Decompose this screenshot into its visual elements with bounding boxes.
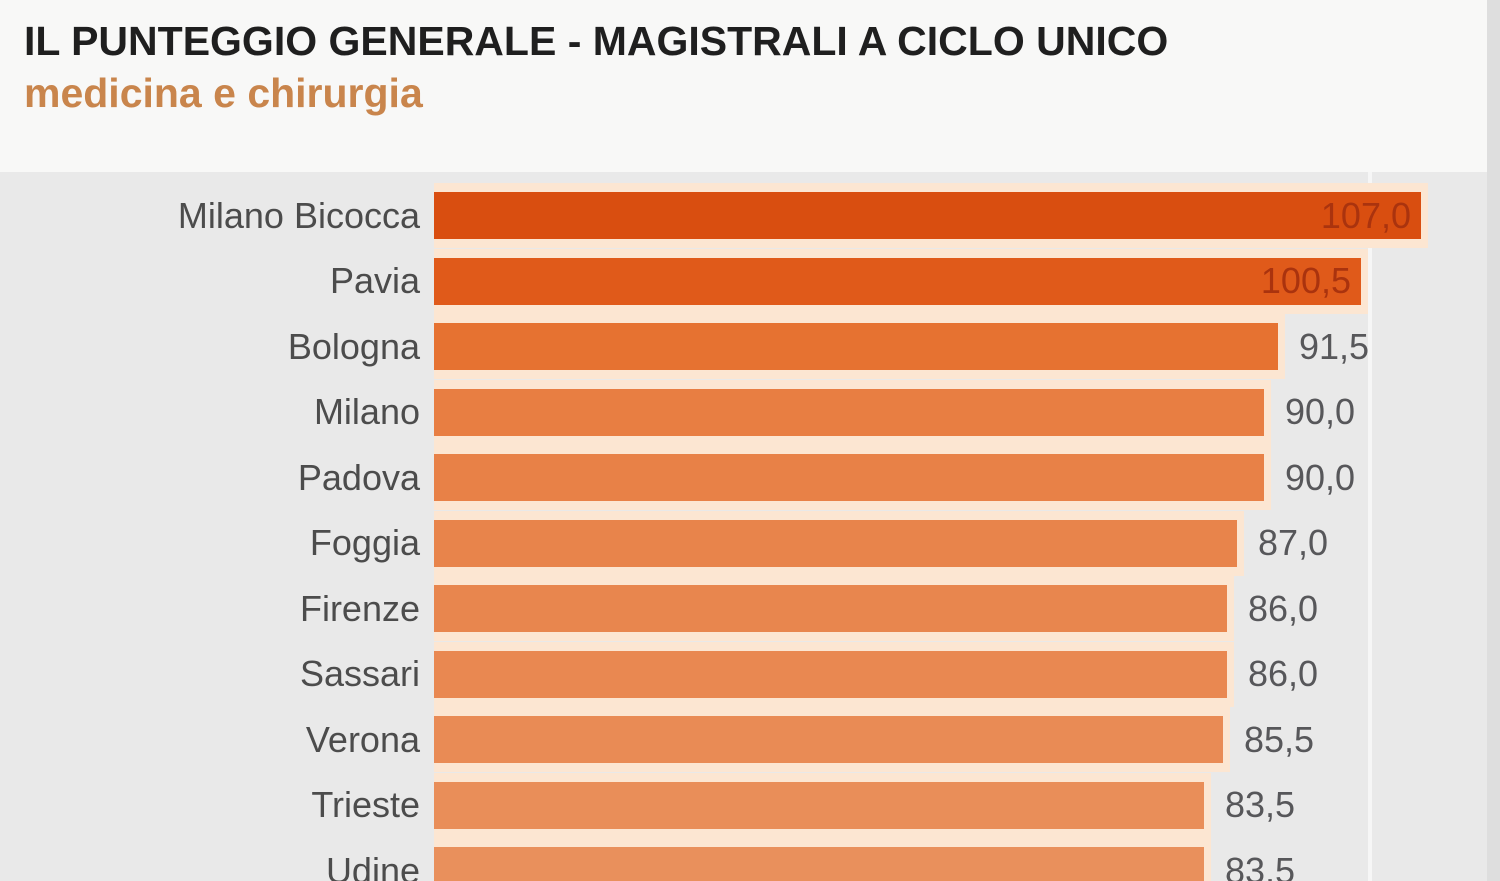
category-label: Bologna [287, 325, 420, 367]
value-label: 83,5 [1225, 849, 1296, 881]
chart-header: IL PUNTEGGIO GENERALE - MAGISTRALI A CIC… [0, 0, 1500, 172]
value-label: 91,5 [1299, 325, 1370, 367]
value-label: 86,0 [1248, 587, 1319, 629]
value-label: 90,0 [1285, 456, 1356, 498]
chart-subtitle: medicina e chirurgia [24, 70, 423, 117]
bar-row: Sassari 86,0 [0, 641, 1500, 708]
category-label: Trieste [311, 784, 420, 826]
bar [434, 838, 1211, 881]
bar-row: Verona 85,5 [0, 707, 1500, 773]
value-label: 86,0 [1248, 653, 1319, 695]
bar-track: 100,5 [434, 248, 1500, 315]
bar [434, 379, 1271, 445]
bar-track: 85,5 [434, 707, 1500, 773]
bar-rows: Milano Bicocca 107,0 Pavia 100,5 Bologna 91,5… [0, 183, 1500, 881]
bar-track: 83,5 [434, 772, 1500, 839]
bar-track: 83,5 [434, 838, 1500, 881]
vertical-gridline [1368, 172, 1372, 881]
screenshot-right-edge [1487, 0, 1500, 881]
category-label: Pavia [329, 260, 420, 302]
bar: 100,5 [434, 248, 1368, 314]
bar-track: 87,0 [434, 510, 1500, 577]
category-label: Milano Bicocca [177, 194, 420, 236]
value-label: 85,5 [1244, 718, 1315, 760]
bar-row: Udine 83,5 [0, 838, 1500, 881]
bar [434, 314, 1285, 380]
value-label: 100,5 [1260, 260, 1351, 302]
value-label: 107,0 [1320, 194, 1411, 236]
bar-track: 86,0 [434, 641, 1500, 708]
bar-row: Milano Bicocca 107,0 [0, 183, 1500, 249]
bar [434, 707, 1230, 773]
bar-row: Foggia 87,0 [0, 510, 1500, 577]
bar-chart: Milano Bicocca 107,0 Pavia 100,5 Bologna 91,5… [0, 172, 1500, 881]
category-label: Padova [297, 456, 420, 498]
bar-row: Pavia 100,5 [0, 248, 1500, 315]
bar-row: Firenze 86,0 [0, 576, 1500, 642]
bar-row: Milano 90,0 [0, 379, 1500, 446]
bar-row: Padova 90,0 [0, 445, 1500, 511]
bar [434, 510, 1244, 576]
bar [434, 576, 1234, 642]
bar: 107,0 [434, 183, 1428, 249]
bar-track: 107,0 [434, 183, 1500, 249]
category-label: Firenze [299, 587, 420, 629]
bar [434, 445, 1271, 511]
bar-track: 90,0 [434, 445, 1500, 511]
bar-track: 90,0 [434, 379, 1500, 446]
category-label: Sassari [299, 653, 420, 695]
bar-row: Trieste 83,5 [0, 772, 1500, 839]
category-label: Udine [325, 849, 420, 881]
bar [434, 772, 1211, 838]
category-label: Foggia [309, 522, 420, 564]
bar-track: 86,0 [434, 576, 1500, 642]
value-label: 90,0 [1285, 391, 1356, 433]
value-label: 83,5 [1225, 784, 1296, 826]
value-label: 87,0 [1258, 522, 1329, 564]
bar [434, 641, 1234, 707]
chart-title: IL PUNTEGGIO GENERALE - MAGISTRALI A CIC… [24, 18, 1169, 64]
category-label: Verona [305, 718, 420, 760]
bar-row: Bologna 91,5 [0, 314, 1500, 380]
category-label: Milano [313, 391, 420, 433]
bar-track: 91,5 [434, 314, 1500, 380]
